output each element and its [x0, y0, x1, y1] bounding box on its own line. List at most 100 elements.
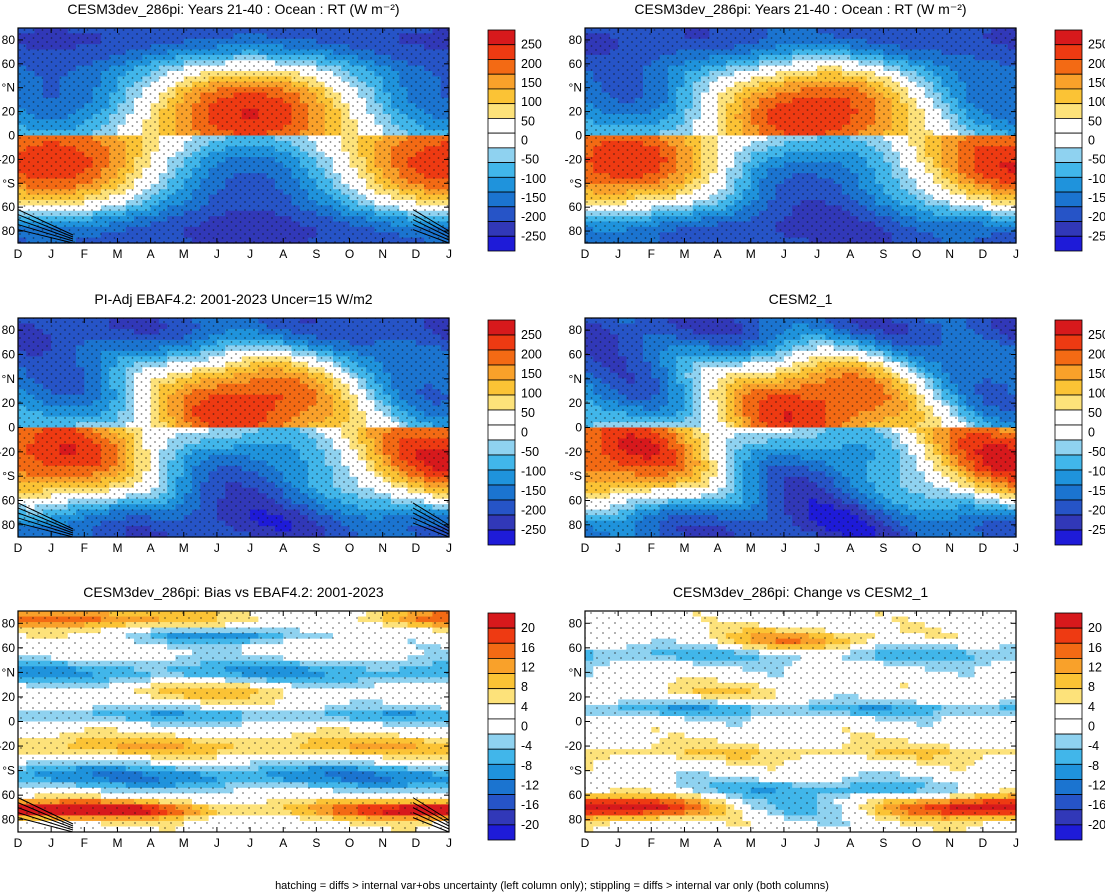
colorbar-label: -250 — [1088, 229, 1105, 243]
y-tick-label: °S — [569, 176, 582, 190]
colorbar-label: 200 — [521, 57, 542, 71]
stippling — [18, 318, 449, 537]
x-tick-label: D — [14, 836, 23, 850]
y-tick-label: °S — [569, 469, 582, 483]
x-tick-label: M — [179, 541, 189, 555]
x-tick-label: M — [112, 836, 122, 850]
colorbar-label: 20 — [521, 621, 535, 635]
y-tick-label: 60 — [569, 494, 583, 508]
x-tick-label: J — [615, 836, 621, 850]
x-tick-label: N — [945, 541, 954, 555]
colorbar-label: -20 — [521, 818, 539, 832]
y-tick-label: 20 — [569, 396, 583, 410]
colorbar: 250 200 150 100 50 0 -50 -100 -150 -200 -250 — [487, 29, 546, 252]
panel-6: CESM3dev_286pi: Change vs CESM2_18060°N2… — [565, 584, 1105, 850]
colorbar-label: -100 — [521, 172, 546, 186]
x-tick-label: A — [279, 247, 287, 261]
y-tick-label: °N — [2, 665, 15, 679]
x-tick-label: M — [179, 836, 189, 850]
x-tick-label: J — [214, 836, 220, 850]
y-tick-label: °N — [569, 665, 582, 679]
panel-title: CESM3dev_286pi: Years 21-40 : Ocean : RT… — [634, 1, 966, 17]
y-tick-label: 80 — [569, 33, 583, 47]
colorbar-label: -4 — [1088, 739, 1099, 753]
x-tick-label: A — [846, 247, 854, 261]
panel-5: CESM3dev_286pi: Bias vs EBAF4.2: 2001-20… — [0, 584, 539, 850]
hatching — [17, 209, 450, 244]
x-tick-label: M — [746, 541, 756, 555]
colorbar-label: 16 — [1088, 641, 1102, 655]
y-tick-label: 20 — [569, 690, 583, 704]
colorbar-label: -12 — [521, 779, 539, 793]
x-tick-label: J — [814, 247, 820, 261]
colorbar-label: -150 — [521, 484, 546, 498]
colorbar-label: 100 — [521, 387, 542, 401]
x-tick-label: D — [581, 836, 590, 850]
panel-title: CESM3dev_286pi: Bias vs EBAF4.2: 2001-20… — [83, 584, 384, 600]
colorbar-label: -12 — [1088, 779, 1105, 793]
x-tick-label: D — [412, 836, 421, 850]
x-tick-label: F — [648, 541, 655, 555]
x-tick-label: S — [879, 247, 887, 261]
y-tick-label: 20 — [2, 690, 16, 704]
colorbar-label: 12 — [521, 660, 535, 674]
y-tick-label: -20 — [0, 739, 15, 753]
colorbar-label: 50 — [1088, 114, 1102, 128]
y-tick-label: 0 — [575, 715, 582, 729]
x-tick-label: A — [147, 836, 155, 850]
colorbar: 250 200 150 100 50 0 -50 -100 -150 -200 -250 — [1054, 319, 1105, 546]
stippling — [18, 28, 449, 243]
colorbar-label: -250 — [521, 523, 546, 537]
x-tick-label: J — [814, 541, 820, 555]
colorbar: 20 16 12 8 4 0 -4 -8 -12 -16 -20 — [1054, 612, 1105, 841]
x-tick-label: N — [378, 247, 387, 261]
x-tick-label: D — [979, 247, 988, 261]
figure-footer: hatching = diffs > internal var+obs unce… — [275, 880, 829, 892]
colorbar-label: -200 — [1088, 210, 1105, 224]
x-tick-label: A — [147, 247, 155, 261]
y-tick-label: °N — [569, 372, 582, 386]
colorbar-label: -200 — [521, 210, 546, 224]
colorbar-label: -20 — [1088, 818, 1105, 832]
colorbar-label: 100 — [1088, 387, 1105, 401]
x-tick-label: M — [112, 247, 122, 261]
x-tick-label: J — [48, 836, 54, 850]
x-tick-label: J — [214, 247, 220, 261]
x-tick-label: F — [81, 247, 88, 261]
colorbar-label: 50 — [521, 114, 535, 128]
y-tick-label: 60 — [2, 57, 16, 71]
x-tick-label: M — [746, 836, 756, 850]
x-tick-label: M — [679, 247, 689, 261]
x-tick-label: N — [378, 836, 387, 850]
x-tick-label: J — [781, 836, 787, 850]
colorbar-label: 0 — [1088, 720, 1095, 734]
y-tick-label: -20 — [565, 445, 583, 459]
x-tick-label: J — [48, 247, 54, 261]
y-tick-label: 80 — [569, 616, 583, 630]
panel-title: PI-Adj EBAF4.2: 2001-2023 Uncer=15 W/m2 — [94, 291, 372, 307]
colorbar-label: 150 — [521, 367, 542, 381]
colorbar-label: -150 — [1088, 484, 1105, 498]
colorbar-label: 0 — [521, 134, 528, 148]
y-tick-label: -20 — [565, 739, 583, 753]
colorbar-label: -100 — [521, 465, 546, 479]
x-tick-label: A — [279, 836, 287, 850]
x-tick-label: A — [714, 836, 722, 850]
colorbar-label: -8 — [1088, 759, 1099, 773]
colorbar-label: -16 — [1088, 798, 1105, 812]
y-tick-label: 60 — [569, 57, 583, 71]
colorbar-label: 0 — [521, 720, 528, 734]
y-tick-label: 20 — [569, 105, 583, 119]
colorbar-label: 0 — [1088, 426, 1095, 440]
panel-title: CESM3dev_286pi: Years 21-40 : Ocean : RT… — [67, 1, 399, 17]
x-tick-label: O — [345, 247, 354, 261]
colorbar: 250 200 150 100 50 0 -50 -100 -150 -200 -250 — [1054, 29, 1105, 252]
colorbar-label: 150 — [1088, 367, 1105, 381]
x-tick-label: N — [945, 836, 954, 850]
y-tick-label: 80 — [2, 813, 16, 827]
y-tick-label: °N — [2, 81, 15, 95]
y-tick-label: 0 — [575, 421, 582, 435]
x-tick-label: O — [345, 836, 354, 850]
x-tick-label: D — [14, 247, 23, 261]
